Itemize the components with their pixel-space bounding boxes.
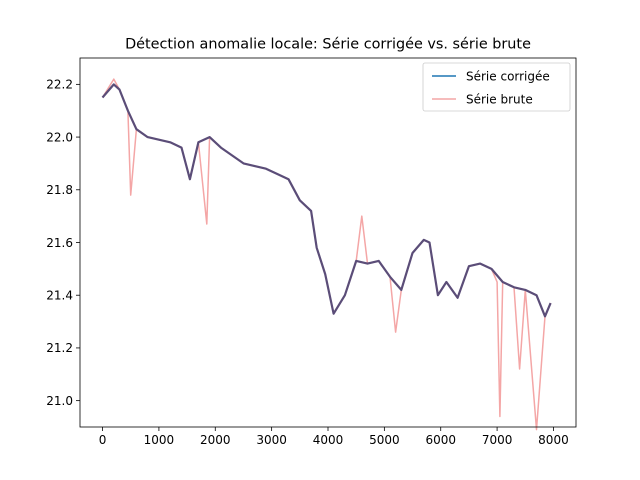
- x-tick-label: 6000: [425, 433, 456, 447]
- series-line-serie-brute: [101, 78, 552, 431]
- chart-title: Détection anomalie locale: Série corrigé…: [125, 37, 531, 53]
- x-tick-label: 4000: [313, 433, 344, 447]
- x-tick-label: 8000: [538, 433, 569, 447]
- series-line-serie-corrigee: [101, 83, 552, 318]
- y-tick-label: 22.2: [46, 78, 73, 92]
- x-tick-label: 7000: [482, 433, 513, 447]
- legend-label-serie-corrigee: Série corrigée: [466, 70, 550, 84]
- legend-label-serie-brute: Série brute: [466, 93, 533, 107]
- y-tick-label: 21.2: [46, 341, 73, 355]
- y-tick-label: 21.8: [46, 183, 73, 197]
- x-tick-label: 5000: [369, 433, 400, 447]
- y-axis: 21.0 21.2 21.4 21.6 21.8 22.0 22.2: [46, 78, 80, 408]
- x-axis: 0 1000 2000 3000 4000 5000 6000 7000 8000: [99, 427, 569, 447]
- y-tick-label: 21.4: [46, 289, 73, 303]
- x-tick-label: 1000: [144, 433, 175, 447]
- y-tick-label: 21.0: [46, 394, 73, 408]
- legend: Série corrigée Série brute: [422, 62, 571, 112]
- axes-frame: [79, 57, 577, 428]
- x-tick-label: 0: [99, 433, 107, 447]
- y-tick-label: 21.6: [46, 236, 73, 250]
- x-tick-label: 2000: [200, 433, 231, 447]
- y-tick-label: 22.0: [46, 130, 73, 144]
- legend-box: [422, 62, 571, 112]
- x-tick-label: 3000: [256, 433, 287, 447]
- plot-area: [101, 78, 552, 431]
